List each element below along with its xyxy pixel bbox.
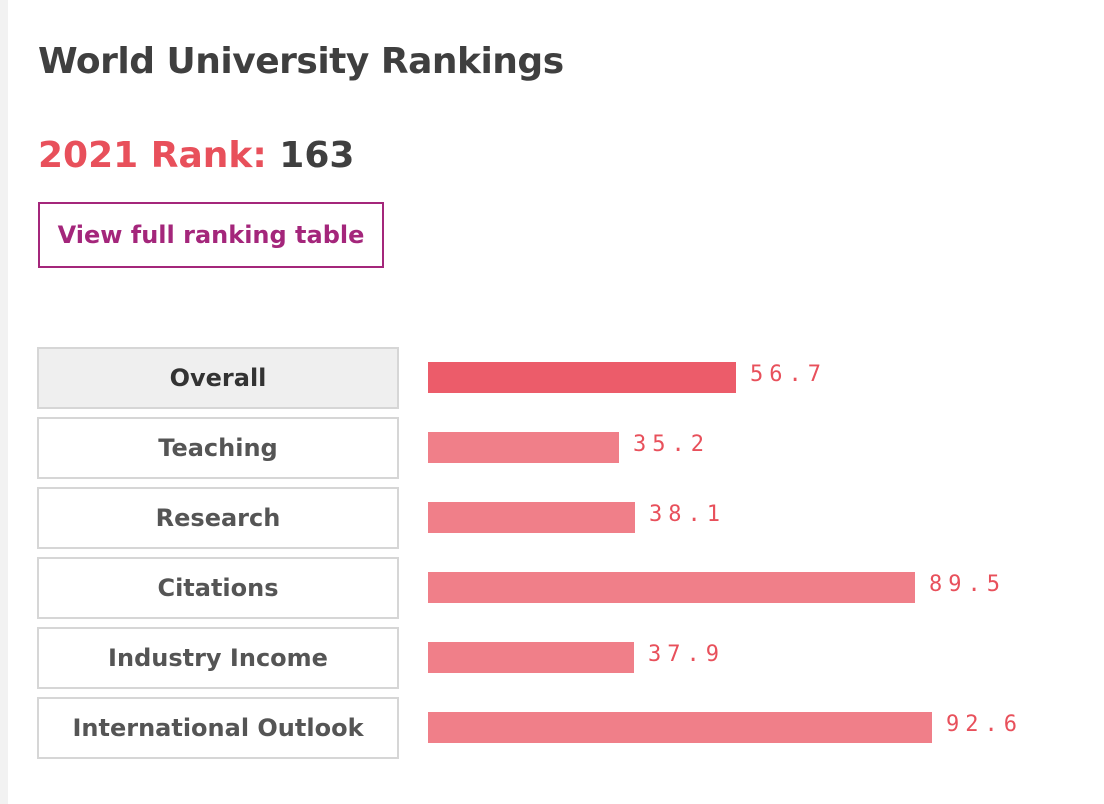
tab-teaching[interactable]: Teaching (37, 417, 399, 479)
bar-track-international-outlook: 92.6 (428, 697, 1077, 759)
bar-track-citations: 89.5 (428, 557, 1077, 619)
tab-overall[interactable]: Overall (37, 347, 399, 409)
tab-research[interactable]: Research (37, 487, 399, 549)
metric-row-overall: Overall 56.7 (37, 347, 1077, 409)
metric-row-research: Research 38.1 (37, 487, 1077, 549)
metric-row-international-outlook: International Outlook 92.6 (37, 697, 1077, 759)
rank-label: 2021 Rank: (38, 135, 267, 176)
bar-value-industry-income: 37.9 (648, 642, 725, 667)
bar-track-overall: 56.7 (428, 347, 1077, 409)
bar-citations (428, 572, 915, 603)
metric-row-teaching: Teaching 35.2 (37, 417, 1077, 479)
bar-value-teaching: 35.2 (633, 432, 710, 457)
metrics-chart: Overall 56.7 Teaching 35.2 Research 38.1 Citat… (37, 347, 1077, 767)
bar-track-research: 38.1 (428, 487, 1077, 549)
bar-research (428, 502, 635, 533)
bar-track-teaching: 35.2 (428, 417, 1077, 479)
bar-industry-income (428, 642, 634, 673)
bar-international-outlook (428, 712, 932, 743)
metric-row-industry-income: Industry Income 37.9 (37, 627, 1077, 689)
bar-value-overall: 56.7 (750, 362, 827, 387)
tab-industry-income[interactable]: Industry Income (37, 627, 399, 689)
tab-international-outlook[interactable]: International Outlook (37, 697, 399, 759)
page-title: World University Rankings (38, 41, 564, 82)
bar-value-international-outlook: 92.6 (946, 712, 1023, 737)
view-full-ranking-button[interactable]: View full ranking table (38, 202, 384, 268)
bar-value-citations: 89.5 (929, 572, 1006, 597)
tab-citations[interactable]: Citations (37, 557, 399, 619)
bar-track-industry-income: 37.9 (428, 627, 1077, 689)
rank-value: 163 (279, 135, 355, 176)
bar-overall (428, 362, 736, 393)
metric-row-citations: Citations 89.5 (37, 557, 1077, 619)
rank-line: 2021 Rank: 163 (38, 132, 354, 180)
bar-value-research: 38.1 (649, 502, 726, 527)
left-edge-rule (0, 0, 8, 804)
bar-teaching (428, 432, 619, 463)
